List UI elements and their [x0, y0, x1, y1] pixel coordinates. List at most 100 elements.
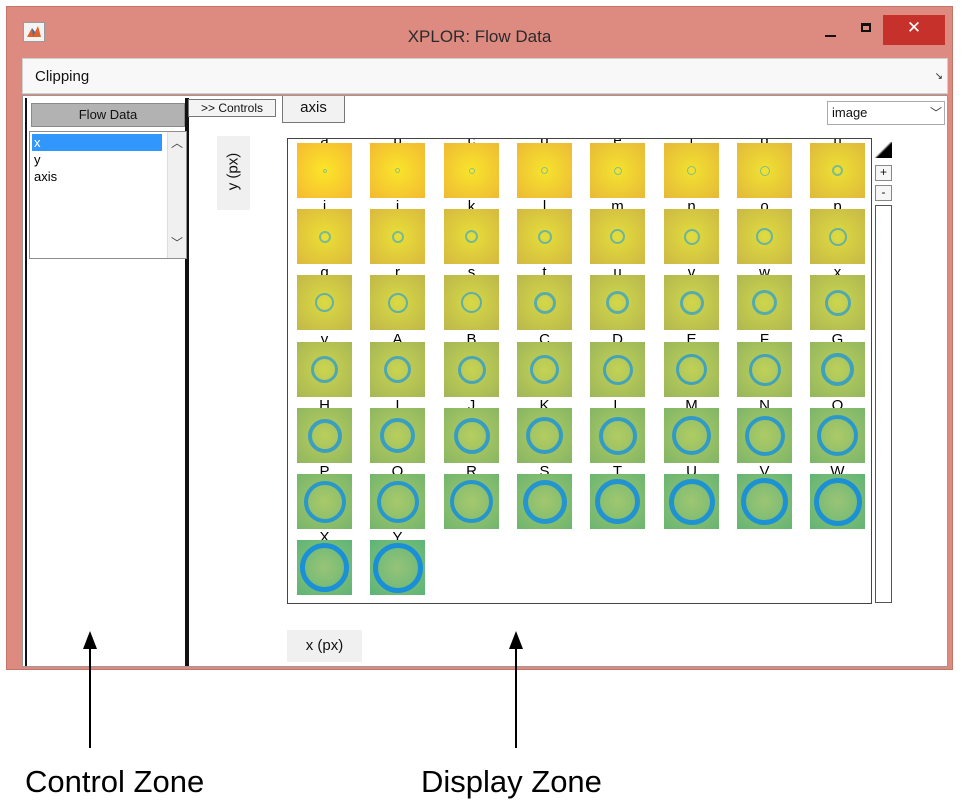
- flow-frame-tile[interactable]: [444, 408, 499, 463]
- flow-frame-tile[interactable]: [444, 275, 499, 330]
- flow-frame-tile[interactable]: [297, 275, 352, 330]
- scroll-up-icon[interactable]: ︿: [170, 136, 183, 150]
- flow-data-button[interactable]: Flow Data: [31, 103, 185, 127]
- flow-frame-tile[interactable]: [297, 143, 352, 198]
- flow-ring: [760, 166, 770, 176]
- flow-frame-tile[interactable]: [737, 209, 792, 264]
- tile-label: D: [612, 331, 623, 348]
- flow-frame-tile[interactable]: [590, 209, 645, 264]
- flow-frame-tile[interactable]: [517, 342, 572, 397]
- flow-frame-tile[interactable]: [370, 408, 425, 463]
- close-button[interactable]: ✕: [883, 15, 945, 45]
- tile-label: v: [687, 264, 696, 281]
- colormap-swatch-icon[interactable]: [875, 142, 892, 158]
- flow-frame-tile[interactable]: [517, 275, 572, 330]
- y-axis-label-text: y (px): [224, 152, 242, 191]
- zoom-in-button[interactable]: +: [875, 165, 892, 181]
- menu-bar: Clipping ↘: [22, 58, 948, 94]
- flow-ring: [380, 418, 415, 453]
- tile-label: R: [466, 463, 477, 480]
- flow-frame-tile[interactable]: [737, 275, 792, 330]
- flow-ring: [749, 354, 781, 386]
- variable-listbox[interactable]: x y axis ︿ ﹀: [29, 131, 187, 259]
- flow-frame-tile[interactable]: [370, 143, 425, 198]
- tile-label: V: [759, 463, 770, 480]
- flow-frame-tile[interactable]: [370, 474, 425, 529]
- flow-frame-tile[interactable]: [444, 143, 499, 198]
- flow-frame-tile[interactable]: [664, 143, 719, 198]
- flow-frame-tile[interactable]: [297, 474, 352, 529]
- flow-ring: [454, 418, 490, 454]
- flow-frame-tile[interactable]: [297, 342, 352, 397]
- flow-frame-tile[interactable]: [517, 408, 572, 463]
- flow-ring: [392, 231, 404, 243]
- tile-label: Q: [391, 463, 404, 480]
- flow-frame-tile[interactable]: [517, 474, 572, 529]
- flow-frame-tile[interactable]: [517, 209, 572, 264]
- flow-frame-tile[interactable]: [370, 275, 425, 330]
- flow-frame-tile[interactable]: [370, 209, 425, 264]
- flow-frame-tile[interactable]: [370, 540, 425, 595]
- flow-frame-tile[interactable]: [810, 275, 865, 330]
- flow-frame-tile[interactable]: [590, 143, 645, 198]
- zoom-out-button[interactable]: -: [875, 185, 892, 201]
- controls-toggle-button[interactable]: >> Controls: [188, 99, 276, 117]
- flow-frame-tile[interactable]: [297, 540, 352, 595]
- flow-ring: [825, 290, 851, 316]
- flow-frame-tile[interactable]: [297, 408, 352, 463]
- slider-track[interactable]: [875, 205, 892, 603]
- minimize-button[interactable]: [817, 15, 845, 45]
- window-title: XPLOR: Flow Data: [407, 27, 552, 46]
- flow-ring: [308, 419, 342, 453]
- list-item-y[interactable]: y: [34, 152, 41, 167]
- undock-icon[interactable]: ↘: [934, 71, 943, 82]
- tile-label: H: [319, 397, 330, 414]
- display-mode-select[interactable]: image ﹀: [827, 101, 945, 125]
- matlab-icon[interactable]: [23, 22, 45, 42]
- flow-frame-tile[interactable]: [810, 143, 865, 198]
- flow-frame-tile[interactable]: [297, 209, 352, 264]
- maximize-button[interactable]: [853, 15, 883, 45]
- flow-frame-tile[interactable]: [737, 342, 792, 397]
- flow-ring: [610, 229, 625, 244]
- display-mode-value: image: [832, 105, 868, 120]
- flow-frame-tile[interactable]: [664, 342, 719, 397]
- flow-frame-tile[interactable]: [370, 342, 425, 397]
- list-item-axis[interactable]: axis: [34, 169, 58, 184]
- flow-frame-tile[interactable]: [444, 209, 499, 264]
- tile-label: t: [542, 264, 547, 281]
- flow-ring: [741, 478, 788, 525]
- tile-label: l: [542, 198, 547, 215]
- flow-frame-tile[interactable]: [517, 143, 572, 198]
- flow-frame-tile[interactable]: [810, 474, 865, 529]
- flow-frame-tile[interactable]: [664, 275, 719, 330]
- flow-frame-tile[interactable]: [444, 342, 499, 397]
- menu-clipping[interactable]: Clipping: [35, 68, 90, 85]
- flow-frame-tile[interactable]: [664, 209, 719, 264]
- image-grid-axes[interactable]: abcdefghijklmnopqrstuvwxyABCDEFGHIJKLMNO…: [287, 138, 872, 604]
- axis-tab[interactable]: axis: [282, 96, 345, 123]
- flow-frame-tile[interactable]: [590, 474, 645, 529]
- flow-frame-tile[interactable]: [737, 474, 792, 529]
- listbox-scrollbar[interactable]: ︿ ﹀: [167, 132, 186, 258]
- flow-frame-tile[interactable]: [810, 408, 865, 463]
- flow-frame-tile[interactable]: [444, 474, 499, 529]
- flow-frame-tile[interactable]: [664, 408, 719, 463]
- scroll-down-icon[interactable]: ﹀: [170, 236, 183, 250]
- flow-frame-tile[interactable]: [737, 143, 792, 198]
- flow-frame-tile[interactable]: [810, 342, 865, 397]
- flow-ring: [603, 355, 633, 385]
- flow-frame-tile[interactable]: [590, 275, 645, 330]
- flow-ring: [541, 167, 548, 174]
- control-zone-label: Control Zone: [25, 764, 205, 799]
- figure-content: Flow Data x y axis ︿ ﹀ >> Controls axis …: [22, 95, 948, 667]
- list-item-x[interactable]: x: [32, 134, 162, 151]
- tile-label: K: [539, 397, 550, 414]
- colorbar-slider[interactable]: + -: [875, 142, 892, 604]
- flow-frame-tile[interactable]: [737, 408, 792, 463]
- flow-frame-tile[interactable]: [590, 408, 645, 463]
- flow-frame-tile[interactable]: [590, 342, 645, 397]
- flow-frame-tile[interactable]: [810, 209, 865, 264]
- tile-label: B: [466, 331, 477, 348]
- flow-frame-tile[interactable]: [664, 474, 719, 529]
